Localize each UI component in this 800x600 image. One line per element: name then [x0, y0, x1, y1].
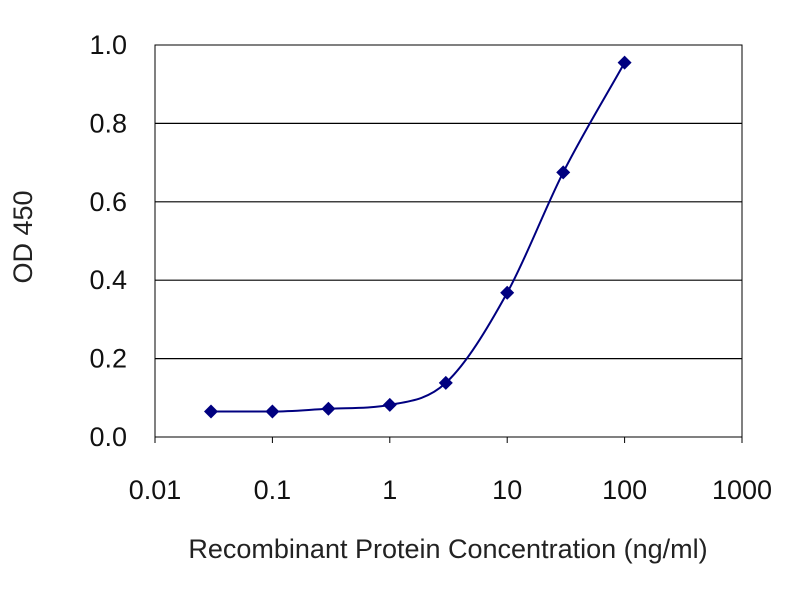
data-point [500, 285, 515, 300]
grid-lines [155, 122, 742, 360]
x-tick-label: 10 [492, 475, 522, 505]
data-point [382, 397, 397, 412]
data-point [438, 375, 453, 390]
x-tick-label: 1000 [712, 475, 772, 505]
data-point [204, 404, 219, 419]
x-axis-label: Recombinant Protein Concentration (ng/ml… [188, 534, 707, 564]
x-tick-label: 0.01 [129, 475, 182, 505]
x-tick-label: 100 [602, 475, 647, 505]
x-tick-labels: 0.01 0.1 1 10 100 1000 [129, 475, 772, 505]
x-tick-label: 0.1 [254, 475, 292, 505]
y-tick-label: 0.8 [89, 108, 127, 138]
data-point [617, 55, 632, 70]
plot-frame [154, 44, 743, 438]
data-point [321, 401, 336, 416]
x-tick-marks [154, 437, 743, 443]
y-tick-label: 0.2 [89, 344, 127, 374]
x-tick-label: 1 [382, 475, 397, 505]
y-tick-label: 0.0 [89, 422, 127, 452]
data-markers [204, 55, 632, 419]
y-tick-label: 0.4 [89, 265, 127, 295]
y-tick-label: 0.6 [89, 187, 127, 217]
data-point [265, 404, 280, 419]
data-point [556, 165, 571, 180]
y-tick-label: 1.0 [89, 30, 127, 60]
y-axis-label: OD 450 [8, 190, 38, 283]
y-tick-labels: 0.0 0.2 0.4 0.6 0.8 1.0 [89, 30, 127, 452]
